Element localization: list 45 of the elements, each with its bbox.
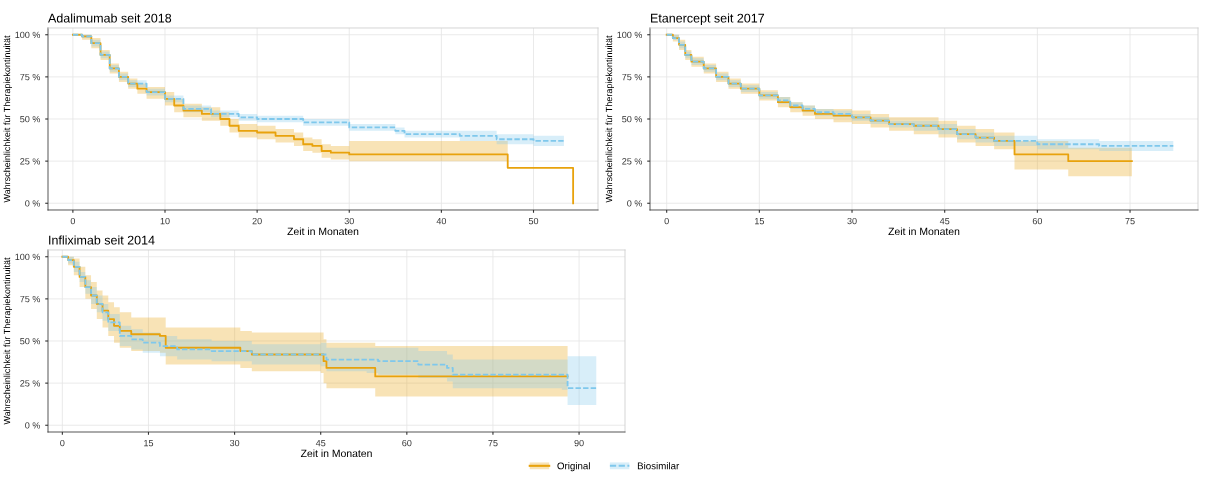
x-tick-label: 30 — [229, 439, 240, 447]
y-tick-label: 100 % — [15, 253, 41, 261]
y-axis-title: Wahrscheinlichkeit für Therapiekontinuität — [3, 35, 12, 203]
chart-title: Adalimumab seit 2018 — [48, 13, 172, 23]
x-tick-label: 50 — [528, 217, 539, 225]
y-tick-label: 75 % — [20, 73, 41, 81]
legend-label: Original — [557, 462, 590, 472]
chart-title: Infliximab seit 2014 — [49, 235, 155, 245]
chart-title: Etanercept seit 2017 — [651, 13, 765, 26]
x-axis-title: Zeit in Monaten — [888, 227, 960, 236]
y-axis-title: Wahrscheinlichkeit für Therapiekontinuität — [3, 257, 12, 425]
y-tick-label: 75 % — [20, 295, 41, 303]
x-tick-label: 30 — [344, 217, 354, 225]
y-tick-label: 25 % — [20, 158, 41, 165]
x-tick-label: 60 — [1032, 217, 1043, 225]
x-tick-label: 0 — [664, 217, 669, 225]
x-tick-label: 20 — [252, 217, 262, 225]
y-tick-label: 25 % — [20, 380, 41, 387]
y-tick-label: 100 % — [617, 31, 643, 39]
legend-label: Biosimilar — [637, 462, 680, 470]
x-tick-label: 0 — [70, 217, 76, 225]
x-tick-label: 75 — [1125, 217, 1135, 225]
y-tick-label: 75 % — [622, 73, 643, 81]
y-tick-label: 25 % — [622, 158, 643, 165]
x-tick-label: 40 — [436, 217, 447, 225]
y-axis-title: Wahrscheinlichkeit für Therapiekontinuität — [605, 35, 614, 203]
x-axis-title: Zeit in Monaten — [287, 227, 359, 236]
x-tick-label: 30 — [847, 217, 857, 225]
y-tick-label: 50 % — [622, 115, 643, 123]
x-tick-label: 75 — [488, 439, 498, 447]
y-tick-label: 0 % — [627, 200, 643, 207]
y-tick-label: 100 % — [15, 31, 41, 39]
x-tick-label: 45 — [939, 217, 950, 225]
y-tick-label: 50 % — [20, 337, 41, 345]
x-tick-label: 10 — [160, 217, 170, 225]
y-tick-label: 50 % — [20, 115, 41, 123]
x-tick-label: 0 — [60, 439, 65, 447]
y-tick-label: 0 % — [25, 422, 41, 429]
x-tick-label: 90 — [574, 439, 584, 447]
x-axis-title: Zeit in Monaten — [300, 449, 372, 458]
x-tick-label: 15 — [144, 439, 154, 447]
y-tick-label: 0 % — [25, 200, 41, 207]
x-tick-label: 60 — [402, 439, 412, 447]
x-tick-label: 45 — [315, 439, 326, 447]
x-tick-label: 15 — [755, 217, 764, 225]
